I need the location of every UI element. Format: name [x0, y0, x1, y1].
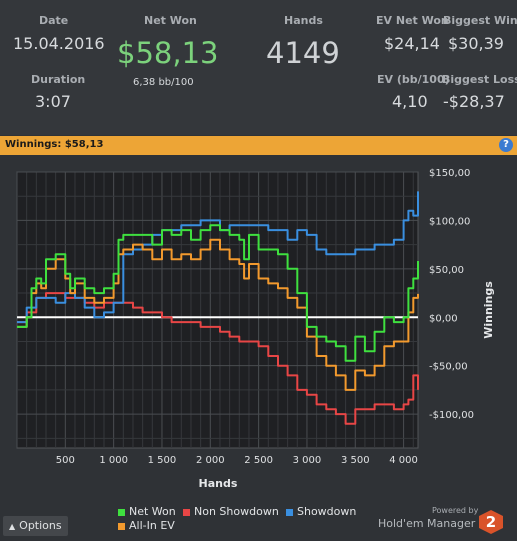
stats-panel: Date 15.04.2016 Duration 3:07 Net Won $5… [0, 0, 517, 135]
chart-area: 500 1 000 1 500 2 000 2 500 3 000 3 500 4 000 $… [0, 155, 517, 537]
duration-value: 3:07 [35, 92, 71, 111]
x-tick-label: 2 000 [196, 455, 225, 466]
x-axis-label: Hands [199, 477, 238, 490]
y-tick-label: -$50,00 [429, 362, 468, 373]
legend-swatch [118, 508, 125, 516]
legend-label: All-In EV [129, 519, 175, 532]
date-value: 15.04.2016 [13, 34, 105, 53]
y-tick-label: $0,00 [429, 313, 458, 324]
y-tick-labels: $150,00 $100,00 $50,00 $0,00 -$50,00 -$100,00 [429, 168, 474, 421]
legend-label: Showdown [297, 505, 357, 518]
legend-swatch [286, 508, 293, 516]
net-won-value: $58,13 [117, 36, 219, 70]
series-line-net-won [17, 224, 419, 362]
options-button[interactable]: ▲ Options [3, 516, 68, 536]
x-tick-label: 4 000 [389, 455, 418, 466]
winnings-chart: 500 1 000 1 500 2 000 2 500 3 000 3 500 4 000 $… [16, 168, 495, 490]
powered-by-text: Powered by [432, 506, 479, 515]
options-label: Options [19, 519, 62, 532]
biggest-loss-label: Biggest Loss [442, 73, 517, 86]
legend-label: Non Showdown [194, 505, 279, 518]
x-tick-labels: 500 1 000 1 500 2 000 2 500 3 000 3 500 4 000 [56, 455, 418, 466]
biggest-win-label: Biggest Win [443, 14, 517, 27]
hands-label: Hands [284, 14, 323, 27]
y-tick-label: $150,00 [429, 168, 470, 179]
x-tick-label: 500 [56, 455, 75, 466]
winnings-bar-title: Winnings: $58,13 [5, 139, 104, 150]
ev-bb-value: 4,10 [392, 92, 428, 111]
series-line-showdown [17, 191, 419, 324]
date-label: Date [39, 14, 69, 27]
bb-per-100-value: 6,38 bb/100 [133, 77, 194, 88]
plot-background [16, 171, 419, 449]
legend-item-showdown[interactable]: Showdown [286, 505, 356, 518]
ev-net-won-label: EV Net Won [376, 14, 449, 27]
legend-swatch [118, 522, 125, 530]
net-won-label: Net Won [144, 14, 197, 27]
help-icon[interactable]: ? [499, 138, 513, 152]
y-tick-label: -$100,00 [429, 410, 474, 421]
hands-value: 4149 [266, 36, 340, 70]
biggest-win-value: $30,39 [448, 34, 504, 53]
legend-item-all-in-ev[interactable]: All-In EV [118, 519, 175, 532]
y-tick-label: $50,00 [429, 265, 464, 276]
series-line-all-in-ev [17, 238, 419, 391]
x-tick-label: 2 500 [244, 455, 273, 466]
hm2-logo: 2 [479, 510, 503, 534]
winnings-bar: Winnings: $58,13 ? [0, 136, 517, 155]
y-axis-label: Winnings [482, 281, 495, 339]
brand-name: Hold'em Manager [378, 517, 476, 530]
biggest-loss-value: -$28,37 [443, 92, 505, 111]
ev-bb-label: EV (bb/100) [377, 73, 450, 86]
ev-net-won-value: $24,14 [384, 34, 440, 53]
y-tick-label: $100,00 [429, 216, 470, 227]
x-tick-label: 3 000 [293, 455, 322, 466]
x-tick-label: 1 000 [99, 455, 128, 466]
series-line-non-showdown [17, 292, 419, 425]
x-tick-label: 1 500 [148, 455, 177, 466]
triangle-up-icon: ▲ [9, 522, 16, 531]
x-tick-label: 3 500 [341, 455, 370, 466]
legend-item-net-won[interactable]: Net Won [118, 505, 176, 518]
series-lines [17, 191, 419, 425]
legend-swatch [183, 508, 190, 516]
grid [16, 171, 418, 448]
duration-label: Duration [31, 73, 86, 86]
legend-label: Net Won [129, 505, 176, 518]
legend-item-non-showdown[interactable]: Non Showdown [183, 505, 279, 518]
